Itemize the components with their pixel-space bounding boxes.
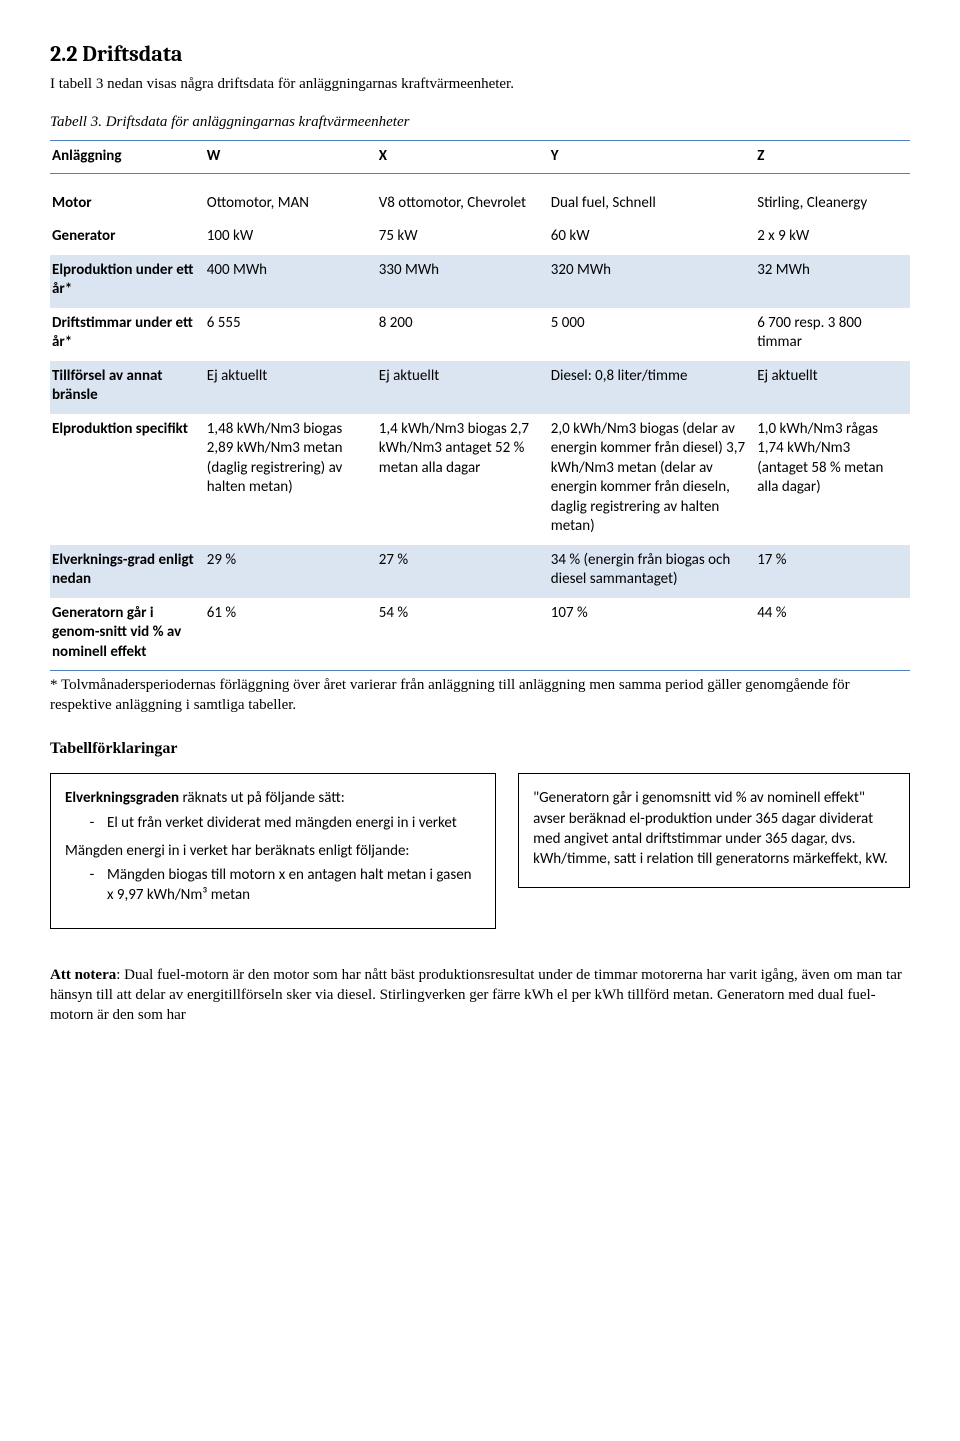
cell: 100 kW: [205, 221, 377, 255]
cell: 400 MWh: [205, 255, 377, 308]
table-row: Tillförsel av annat bränsle Ej aktuellt …: [50, 361, 910, 414]
cell: Ej aktuellt: [377, 361, 549, 414]
explanations-container: Elverkningsgraden räknats ut på följande…: [50, 773, 910, 928]
table-row: Driftstimmar under ett år* 6 555 8 200 5…: [50, 308, 910, 361]
table-caption: Tabell 3. Driftsdata för anläggningarnas…: [50, 112, 910, 132]
expl-lead: Elverkningsgraden räknats ut på följande…: [65, 788, 481, 808]
col-header: W: [205, 141, 377, 174]
section-heading: 2.2 Driftsdata: [50, 40, 910, 70]
cell: 107 %: [549, 598, 755, 671]
cell: 75 kW: [377, 221, 549, 255]
cell: 6 700 resp. 3 800 timmar: [755, 308, 910, 361]
cell: 1,4 kWh/Nm3 biogas 2,7 kWh/Nm3 antaget 5…: [377, 414, 549, 545]
expl-bullet: El ut från verket dividerat med mängden …: [101, 813, 481, 833]
cell: Stirling, Cleanergy: [755, 188, 910, 222]
expl-right-text: "Generatorn går i genomsnitt vid % av no…: [533, 788, 895, 869]
row-label: Driftstimmar under ett år*: [50, 308, 205, 361]
cell: 2 x 9 kW: [755, 221, 910, 255]
cell: 8 200: [377, 308, 549, 361]
col-header: X: [377, 141, 549, 174]
cell: 27 %: [377, 545, 549, 598]
cell: 44 %: [755, 598, 910, 671]
cell: Ej aktuellt: [755, 361, 910, 414]
table-row: Elproduktion specifikt 1,48 kWh/Nm3 biog…: [50, 414, 910, 545]
table-row: Elproduktion under ett år* 400 MWh 330 M…: [50, 255, 910, 308]
col-header: Anläggning: [50, 141, 205, 174]
note-strong: Att notera: [50, 967, 116, 983]
cell: 330 MWh: [377, 255, 549, 308]
cell: 17 %: [755, 545, 910, 598]
cell: 32 MWh: [755, 255, 910, 308]
row-label: Motor: [50, 188, 205, 222]
row-label: Generatorn går i genom-snitt vid % av no…: [50, 598, 205, 671]
explanation-right: "Generatorn går i genomsnitt vid % av no…: [518, 773, 910, 888]
cell: 6 555: [205, 308, 377, 361]
explanation-left: Elverkningsgraden räknats ut på följande…: [50, 773, 496, 928]
cell: 29 %: [205, 545, 377, 598]
cell: 1,48 kWh/Nm3 biogas 2,89 kWh/Nm3 metan (…: [205, 414, 377, 545]
table-row: Generator 100 kW 75 kW 60 kW 2 x 9 kW: [50, 221, 910, 255]
table-row: Generatorn går i genom-snitt vid % av no…: [50, 598, 910, 671]
expl-lead-rest: räknats ut på följande sätt:: [179, 789, 345, 807]
cell: 34 % (energin från biogas och diesel sam…: [549, 545, 755, 598]
row-label: Elverknings-grad enligt nedan: [50, 545, 205, 598]
note-paragraph: Att notera: Dual fuel-motorn är den moto…: [50, 965, 910, 1026]
row-label: Elproduktion under ett år*: [50, 255, 205, 308]
cell: V8 ottomotor, Chevrolet: [377, 188, 549, 222]
intro-text: I tabell 3 nedan visas några driftsdata …: [50, 74, 910, 94]
cell: 2,0 kWh/Nm3 biogas (delar av energin kom…: [549, 414, 755, 545]
table-row: Motor Ottomotor, MAN V8 ottomotor, Chevr…: [50, 188, 910, 222]
note-rest: : Dual fuel-motorn är den motor som har …: [50, 967, 902, 1024]
explanations-heading: Tabellförklaringar: [50, 738, 910, 760]
table-row: Elverknings-grad enligt nedan 29 % 27 % …: [50, 545, 910, 598]
col-header: Z: [755, 141, 910, 174]
cell: 60 kW: [549, 221, 755, 255]
row-label: Generator: [50, 221, 205, 255]
cell: 1,0 kWh/Nm3 rågas 1,74 kWh/Nm3 (antaget …: [755, 414, 910, 545]
col-header: Y: [549, 141, 755, 174]
expl-bullet: Mängden biogas till motorn x en antagen …: [101, 865, 481, 906]
cell: Diesel: 0,8 liter/timme: [549, 361, 755, 414]
row-label: Elproduktion specifikt: [50, 414, 205, 545]
cell: 54 %: [377, 598, 549, 671]
table-footnote: * Tolvmånadersperiodernas förläggning öv…: [50, 675, 910, 716]
cell: Ottomotor, MAN: [205, 188, 377, 222]
row-label: Tillförsel av annat bränsle: [50, 361, 205, 414]
cell: Ej aktuellt: [205, 361, 377, 414]
cell: 61 %: [205, 598, 377, 671]
cell: Dual fuel, Schnell: [549, 188, 755, 222]
expl-mid: Mängden energi in i verket har beräknats…: [65, 841, 481, 861]
driftsdata-table: Anläggning W X Y Z Motor Ottomotor, MAN …: [50, 140, 910, 671]
cell: 320 MWh: [549, 255, 755, 308]
cell: 5 000: [549, 308, 755, 361]
expl-lead-strong: Elverkningsgraden: [65, 789, 179, 807]
